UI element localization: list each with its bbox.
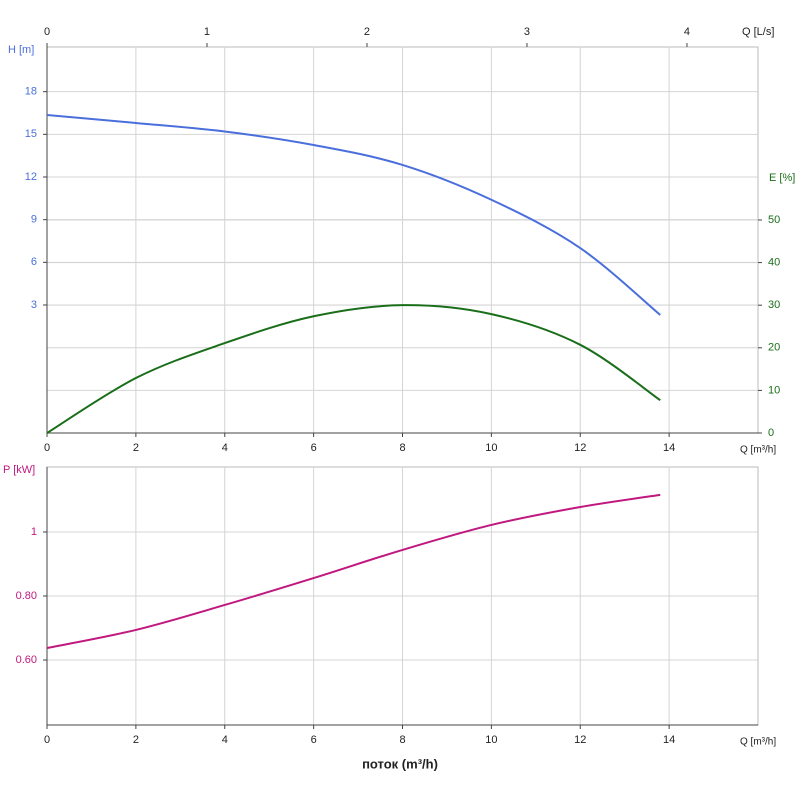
- x-tick-label: 2: [133, 734, 139, 746]
- x-tick-label: 14: [663, 442, 675, 454]
- y-tick-label: 0.60: [16, 654, 37, 666]
- y2-tick-label: 0: [768, 427, 774, 439]
- x-tick-label: 6: [311, 734, 317, 746]
- y-tick-label: 18: [25, 86, 37, 98]
- x-tick-label: 4: [222, 734, 228, 746]
- y-tick-label: 9: [31, 214, 37, 226]
- y-tick-label: 0.80: [16, 590, 37, 602]
- x2-tick-label: 0: [44, 26, 50, 38]
- y2-tick-label: 30: [768, 299, 780, 311]
- x2-axis-label: Q [L/s]: [742, 26, 774, 38]
- x-tick-label: 2: [133, 442, 139, 454]
- x-tick-label: 12: [574, 734, 586, 746]
- x-tick-label: 4: [222, 442, 228, 454]
- y2-axis-label: E [%]: [769, 172, 795, 184]
- curve-p: [46, 493, 661, 649]
- x2-tick-label: 1: [204, 26, 210, 38]
- x-tick-label: 12: [574, 442, 586, 454]
- y-axis-label: H [m]: [8, 44, 34, 56]
- y2-tick-label: 20: [768, 342, 780, 354]
- x-tick-label: 8: [399, 442, 405, 454]
- y-tick-label: 15: [25, 128, 37, 140]
- x2-tick-label: 4: [684, 26, 690, 38]
- curve-h: [46, 113, 661, 316]
- y-tick-label: 12: [25, 171, 37, 183]
- x-axis-label: Q [m³/h]: [740, 737, 776, 748]
- y2-tick-label: 40: [768, 256, 780, 268]
- x-tick-label: 0: [44, 442, 50, 454]
- curve-e: [46, 304, 661, 434]
- x-tick-label: 8: [399, 734, 405, 746]
- y2-tick-label: 10: [768, 384, 780, 396]
- y-tick-label: 6: [31, 256, 37, 268]
- x-tick-label: 0: [44, 734, 50, 746]
- x2-tick-label: 2: [364, 26, 370, 38]
- x-tick-label: 10: [485, 734, 497, 746]
- y-tick-label: 1: [31, 526, 37, 538]
- x2-tick-label: 3: [524, 26, 530, 38]
- x-tick-label: 14: [663, 734, 675, 746]
- x-tick-label: 10: [485, 442, 497, 454]
- y-axis-label: P [kW]: [3, 464, 35, 476]
- x-axis-title: поток (m³/h): [362, 756, 438, 771]
- y2-tick-label: 50: [768, 214, 780, 226]
- x-tick-label: 6: [311, 442, 317, 454]
- x-axis-label: Q [m³/h]: [740, 445, 776, 456]
- y-tick-label: 3: [31, 299, 37, 311]
